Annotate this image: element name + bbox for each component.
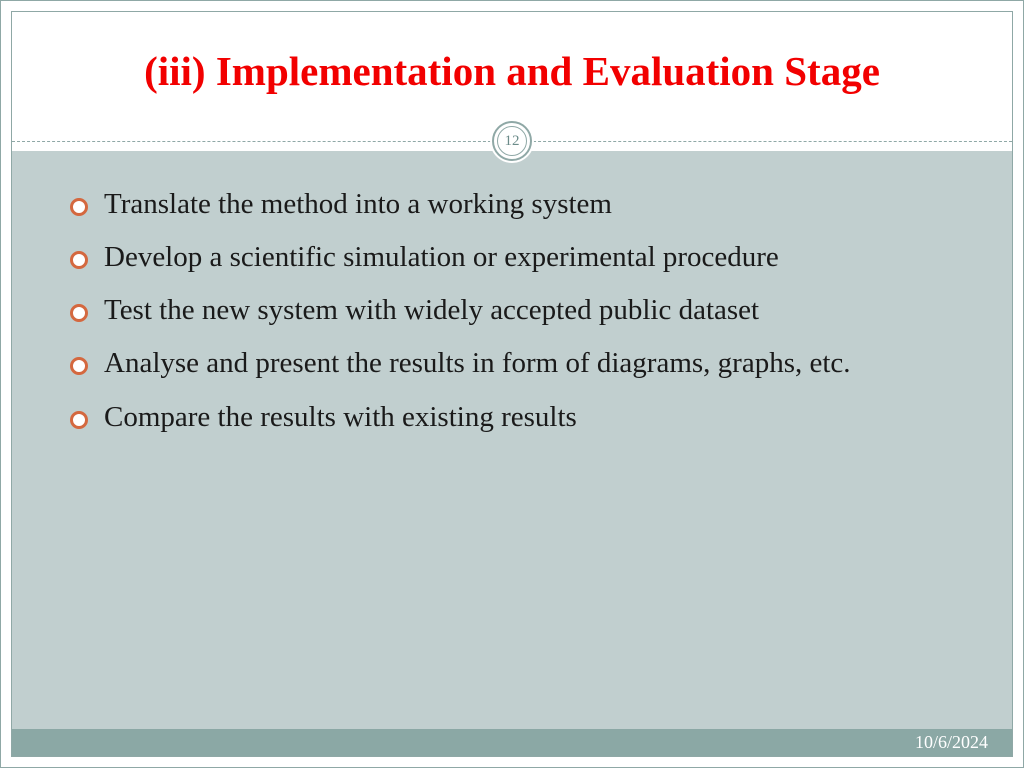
bullet-list: Translate the method into a working syst…	[12, 151, 1012, 437]
list-item: Compare the results with existing result…	[70, 398, 976, 437]
list-item: Develop a scientific simulation or exper…	[70, 238, 976, 277]
list-item: Translate the method into a working syst…	[70, 185, 976, 224]
list-item: Test the new system with widely accepted…	[70, 291, 976, 330]
body-panel: Translate the method into a working syst…	[12, 151, 1012, 729]
slide-title: (iii) Implementation and Evaluation Stag…	[1, 49, 1023, 94]
footer-bar: 10/6/2024	[12, 729, 1012, 756]
footer-date: 10/6/2024	[915, 732, 988, 753]
page-number: 12	[505, 133, 520, 150]
list-item: Analyse and present the results in form …	[70, 344, 976, 383]
slide: (iii) Implementation and Evaluation Stag…	[0, 0, 1024, 768]
page-number-badge: 12	[490, 119, 534, 163]
